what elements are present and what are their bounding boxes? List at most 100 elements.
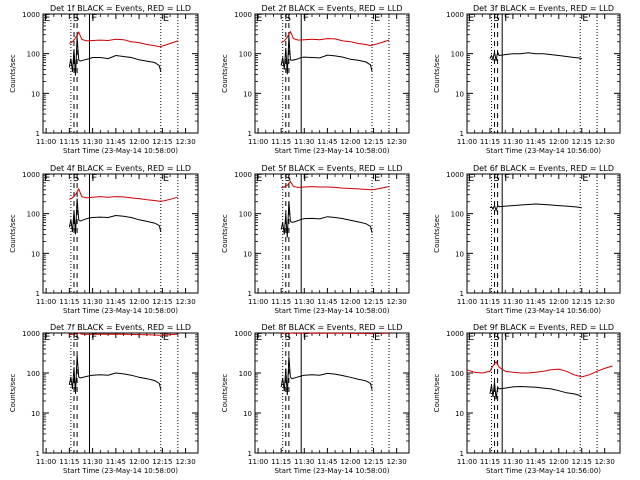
x-tick-label: 12:00 xyxy=(549,138,569,146)
x-tick-label: 11:15 xyxy=(59,138,79,146)
y-tick-label: 10 xyxy=(31,90,40,98)
marker-label-s: S xyxy=(285,173,291,184)
y-axis-label: Counts/sec xyxy=(221,374,229,413)
panel-title: Det 8f BLACK = Events, RED = LLD xyxy=(261,323,402,332)
panel-det-9: 1 10 100 1000 11:00 11:15 11:30 11:45 12:00 12:15… xyxy=(433,323,621,475)
marker-label-e: E xyxy=(374,13,380,24)
x-axis-label: Start Time (23-May-14 10:56:00) xyxy=(486,147,601,155)
x-tick-label: 12:00 xyxy=(129,138,149,146)
x-tick-label: 11:15 xyxy=(480,298,500,306)
panel-title: Det 1f BLACK = Events, RED = LLD xyxy=(50,4,191,13)
marker-label-e: E xyxy=(468,173,474,184)
x-tick-label: 11:00 xyxy=(457,458,477,466)
x-tick-label: 11:15 xyxy=(59,458,79,466)
x-tick-label: 11:30 xyxy=(503,458,523,466)
x-tick-label: 12:30 xyxy=(595,138,615,146)
marker-label-e: E xyxy=(582,173,588,184)
x-tick-label: 11:00 xyxy=(36,458,56,466)
y-tick-label: 1 xyxy=(248,450,252,458)
x-tick-label: 12:30 xyxy=(387,298,407,306)
y-axis-label: Counts/sec xyxy=(221,54,229,93)
x-tick-label: 12:15 xyxy=(152,458,172,466)
x-tick-label: 11:45 xyxy=(106,138,126,146)
x-tick-label: 11:30 xyxy=(83,138,103,146)
x-tick-label: 11:15 xyxy=(271,138,291,146)
x-tick-label: 12:30 xyxy=(595,458,615,466)
plot-frame xyxy=(466,13,621,134)
marker-label-s: S xyxy=(285,332,291,343)
y-tick-label: 1 xyxy=(248,130,252,138)
marker-label-f: F xyxy=(303,332,309,343)
marker-label-e: E xyxy=(163,173,169,184)
x-tick-label: 11:15 xyxy=(271,458,291,466)
x-tick-label: 12:30 xyxy=(176,138,196,146)
x-tick-label: 12:00 xyxy=(549,458,569,466)
x-tick-label: 12:00 xyxy=(340,458,360,466)
x-tick-label: 11:45 xyxy=(106,458,126,466)
panel-title: Det 5f BLACK = Events, RED = LLD xyxy=(261,164,402,173)
x-tick-label: 11:30 xyxy=(83,298,103,306)
x-tick-label: 12:30 xyxy=(176,298,196,306)
y-tick-label: 1 xyxy=(460,290,464,298)
y-tick-label: 1000 xyxy=(22,330,40,338)
plot-frame xyxy=(42,173,199,294)
y-tick-label: 100 xyxy=(451,51,464,59)
marker-label-s: S xyxy=(285,13,291,24)
x-axis-label: Start Time (23-May-14 10:56:00) xyxy=(486,307,601,315)
y-tick-label: 10 xyxy=(455,90,464,98)
x-tick-label: 12:15 xyxy=(572,298,592,306)
marker-label-e: E xyxy=(163,332,169,343)
x-axis-label: Start Time (23-May-14 10:58:00) xyxy=(63,307,178,315)
marker-label-s: S xyxy=(73,173,79,184)
x-tick-label: 11:00 xyxy=(248,138,268,146)
marker-label-e: E xyxy=(44,13,50,24)
x-tick-label: 12:00 xyxy=(129,458,149,466)
series-events-line xyxy=(489,50,582,62)
x-tick-label: 12:00 xyxy=(340,298,360,306)
x-tick-label: 11:30 xyxy=(503,298,523,306)
plot-frame xyxy=(254,332,410,454)
plot-frame xyxy=(42,332,199,454)
marker-label-e: E xyxy=(256,13,262,24)
x-tick-label: 12:15 xyxy=(572,458,592,466)
x-tick-label: 11:00 xyxy=(36,138,56,146)
series-lld-line xyxy=(466,360,613,378)
series-events-line xyxy=(280,356,373,396)
marker-label-f: F xyxy=(504,332,510,343)
x-tick-label: 11:00 xyxy=(248,298,268,306)
x-tick-label: 11:00 xyxy=(248,458,268,466)
y-tick-label: 1000 xyxy=(234,330,252,338)
series-events-line xyxy=(68,37,162,76)
panel-det-1: 1 10 100 1000 11:00 11:15 11:30 11:45 12:00 12:15… xyxy=(9,4,199,155)
x-tick-label: 11:00 xyxy=(457,298,477,306)
panel-det-6: 1 10 100 1000 11:00 11:15 11:30 11:45 12:00 12:15… xyxy=(433,164,621,315)
x-tick-label: 11:45 xyxy=(317,458,337,466)
x-tick-label: 11:00 xyxy=(457,138,477,146)
x-tick-label: 12:15 xyxy=(363,458,383,466)
y-tick-label: 100 xyxy=(239,51,252,59)
panel-title: Det 3f BLACK = Events, RED = LLD xyxy=(473,4,614,13)
x-tick-label: 12:15 xyxy=(363,298,383,306)
marker-label-s: S xyxy=(493,332,499,343)
y-axis-label: Counts/sec xyxy=(433,374,441,413)
y-tick-label: 100 xyxy=(27,51,40,59)
marker-label-e: E xyxy=(163,13,169,24)
y-axis-label: Counts/sec xyxy=(9,214,17,253)
marker-label-f: F xyxy=(303,173,309,184)
series-lld-line xyxy=(281,180,390,191)
x-tick-label: 12:30 xyxy=(387,138,407,146)
y-tick-label: 1 xyxy=(460,130,464,138)
plot-frame xyxy=(466,173,621,294)
y-tick-label: 10 xyxy=(243,410,252,418)
panel-det-3: 1 10 100 1000 11:00 11:15 11:30 11:45 12:00 12:15… xyxy=(433,4,621,155)
panel-det-8: 1 10 100 1000 11:00 11:15 11:30 11:45 12:00 12:15… xyxy=(221,323,410,475)
y-tick-label: 1 xyxy=(36,450,40,458)
marker-label-e: E xyxy=(256,173,262,184)
marker-label-f: F xyxy=(504,173,510,184)
marker-label-f: F xyxy=(92,332,98,343)
series-lld-line xyxy=(280,30,390,47)
x-axis-label: Start Time (23-May-14 10:56:00) xyxy=(486,467,601,475)
x-tick-label: 12:00 xyxy=(549,298,569,306)
y-tick-label: 1 xyxy=(36,290,40,298)
